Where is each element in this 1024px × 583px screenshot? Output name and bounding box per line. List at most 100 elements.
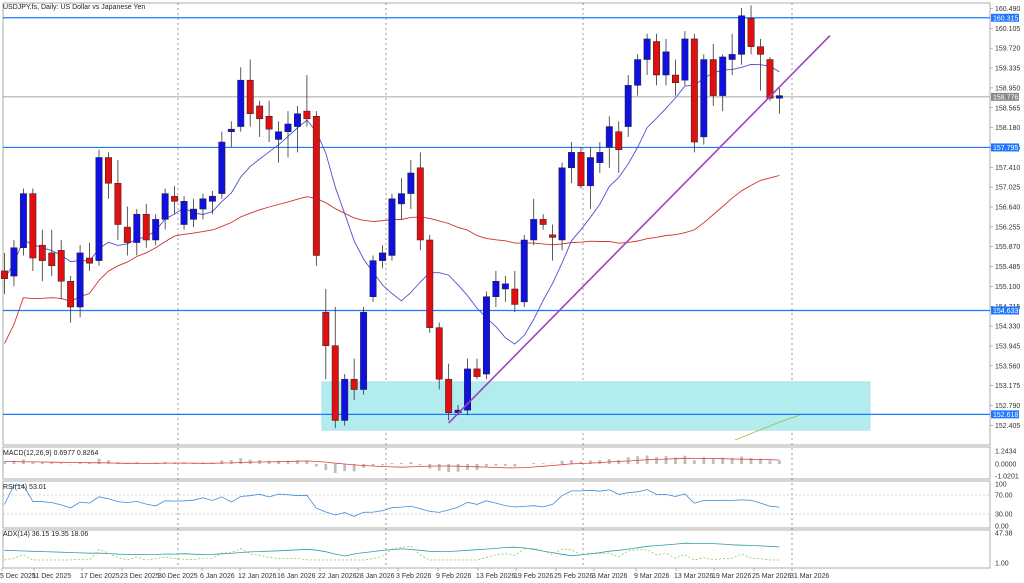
candle bbox=[303, 75, 311, 127]
macd-histogram-bar bbox=[437, 464, 441, 471]
macd-histogram-bar bbox=[589, 460, 592, 464]
candle-body bbox=[312, 116, 320, 256]
uptrend-line bbox=[448, 34, 831, 424]
price-tick-label: 156.255 bbox=[995, 224, 1020, 231]
candle-body bbox=[38, 244, 46, 261]
candle-body bbox=[539, 219, 547, 225]
candle bbox=[76, 245, 84, 318]
macd-histogram-bar bbox=[617, 460, 621, 464]
trendline-layer bbox=[448, 34, 831, 424]
support-zone-layer bbox=[321, 381, 871, 431]
candle bbox=[624, 75, 632, 137]
macd-histogram-bar bbox=[409, 462, 413, 464]
macd-histogram-bar bbox=[107, 460, 110, 464]
macd-histogram-bar bbox=[692, 460, 696, 464]
macd-histogram-bar bbox=[31, 462, 35, 464]
macd-histogram-bar bbox=[674, 457, 677, 464]
price-tick-label: 152.790 bbox=[995, 403, 1020, 410]
candle-body bbox=[161, 193, 169, 220]
candle bbox=[681, 31, 689, 86]
candle bbox=[747, 5, 755, 55]
adx-di-line bbox=[4, 545, 780, 561]
macd-histogram-bar bbox=[362, 464, 365, 468]
candle bbox=[67, 276, 75, 323]
candle-body bbox=[464, 368, 472, 411]
macd-histogram-bar bbox=[560, 460, 564, 464]
candle-body bbox=[501, 283, 509, 290]
candle bbox=[738, 7, 746, 65]
candle-body bbox=[142, 213, 150, 241]
candle-body bbox=[284, 123, 292, 132]
candle-body bbox=[757, 46, 764, 55]
time-tick-label: 6 Jan 2026 bbox=[200, 573, 235, 580]
macd-histogram-bar bbox=[655, 457, 658, 464]
macd-histogram-bar bbox=[305, 460, 309, 464]
macd-histogram-bar bbox=[97, 458, 101, 464]
candle bbox=[322, 288, 330, 380]
candle bbox=[237, 67, 245, 132]
macd-histogram-bar bbox=[324, 464, 328, 471]
candle bbox=[416, 152, 424, 251]
candle-body bbox=[775, 95, 783, 99]
time-tick-label: 9 Mar 2026 bbox=[634, 573, 670, 580]
time-tick-label: 17 Dec 2025 bbox=[80, 573, 120, 580]
candle bbox=[672, 59, 679, 96]
macd-histogram-bar bbox=[721, 457, 725, 464]
candle bbox=[511, 270, 519, 313]
panel-frame bbox=[2, 480, 991, 529]
candle bbox=[558, 162, 566, 251]
panel-frames bbox=[2, 2, 991, 569]
candle-body bbox=[634, 59, 642, 86]
macd-histogram-bar bbox=[88, 462, 91, 464]
macd-histogram-bar bbox=[400, 462, 403, 464]
candle bbox=[48, 229, 56, 277]
candle-body bbox=[700, 59, 708, 138]
candle bbox=[615, 121, 623, 173]
candle bbox=[341, 374, 349, 426]
rsi-line bbox=[4, 484, 780, 517]
macd-histogram-bar bbox=[3, 461, 6, 464]
price-tick-label: 155.870 bbox=[995, 244, 1020, 251]
price-tick-label: 153.560 bbox=[995, 363, 1020, 370]
macd-histogram-bar bbox=[749, 458, 753, 464]
candle bbox=[662, 38, 670, 86]
candle bbox=[331, 307, 339, 429]
candle bbox=[275, 121, 283, 163]
candle bbox=[57, 239, 65, 300]
candle bbox=[190, 198, 197, 228]
candle-body bbox=[331, 345, 339, 421]
macd-histogram-bar bbox=[59, 463, 63, 464]
candle bbox=[86, 242, 93, 271]
candle-body bbox=[643, 38, 651, 60]
candle-body bbox=[407, 172, 415, 194]
macd-histogram-bar bbox=[702, 457, 706, 464]
candle bbox=[473, 358, 481, 380]
candle-body bbox=[549, 234, 557, 238]
candle-body bbox=[690, 38, 698, 143]
macd-signal-line bbox=[4, 457, 780, 469]
candle-body bbox=[426, 239, 434, 328]
current-price-label: 158.776 bbox=[993, 94, 1018, 101]
candle bbox=[492, 270, 500, 308]
price-tick-label: 160.105 bbox=[995, 26, 1020, 33]
candle-body bbox=[57, 250, 65, 282]
macd-histogram-bar bbox=[598, 460, 602, 464]
time-tick-label: 19 Mar 2026 bbox=[712, 573, 751, 580]
candle-body bbox=[747, 18, 755, 47]
macd-histogram-bar bbox=[286, 460, 290, 464]
candle-body bbox=[369, 260, 377, 297]
macd-histogram-bar bbox=[371, 464, 375, 466]
price-tick-label: 157.410 bbox=[995, 165, 1020, 172]
macd-histogram-bar bbox=[768, 460, 772, 464]
candle-body bbox=[208, 195, 216, 202]
candle-body bbox=[86, 257, 93, 264]
candle-body bbox=[95, 157, 103, 261]
candle bbox=[1, 252, 8, 295]
candle bbox=[208, 191, 216, 215]
candle bbox=[435, 322, 443, 390]
candle bbox=[690, 33, 698, 153]
macd-histogram-bar bbox=[50, 462, 54, 464]
level-label: 154.633 bbox=[993, 308, 1018, 315]
macd-histogram-bar bbox=[333, 464, 337, 474]
